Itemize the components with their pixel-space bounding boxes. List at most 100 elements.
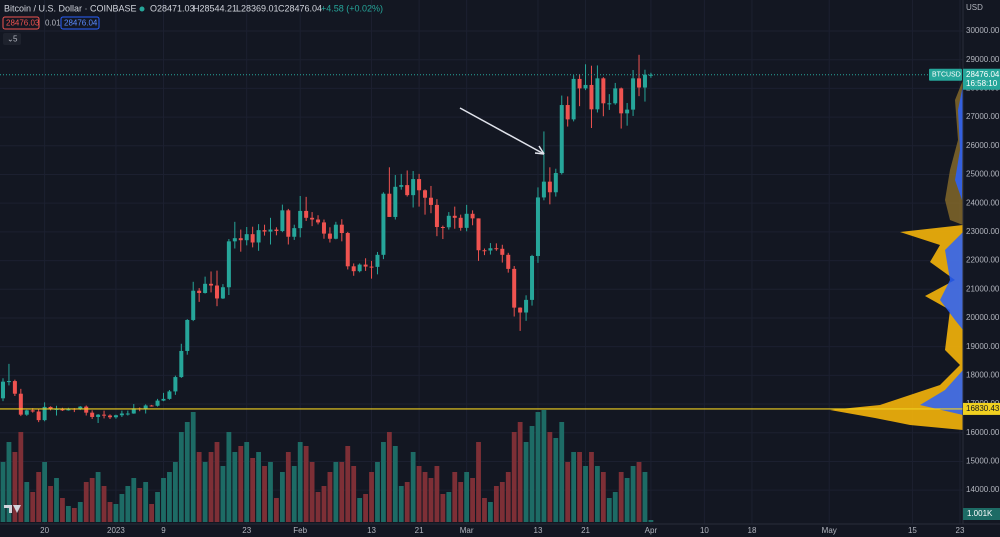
symbol-title: Bitcoin / U.S. Dollar · COINBASE <box>4 3 137 13</box>
y-tick-label: 22000.00 <box>966 256 1000 265</box>
candle-body <box>274 229 279 232</box>
y-tick-label: 26000.00 <box>966 141 1000 150</box>
candle-body <box>440 226 445 228</box>
candle-body <box>60 408 65 411</box>
volume-bar <box>107 502 113 522</box>
volume-bar <box>36 472 42 522</box>
candle-body <box>369 266 374 268</box>
candle-body <box>452 215 457 218</box>
volume-bar <box>363 494 368 522</box>
volume-bar <box>232 452 238 522</box>
candle-body <box>589 84 594 110</box>
candle-body <box>191 290 196 320</box>
candle-body <box>577 78 582 89</box>
candle-body <box>262 230 267 232</box>
x-tick-label: Mar <box>460 526 474 535</box>
y-tick-label: 14000.00 <box>966 485 1000 494</box>
logo[interactable] <box>4 505 21 513</box>
candle-body <box>357 264 362 272</box>
candle-body <box>405 185 410 196</box>
y-tick-label: 29000.00 <box>966 55 1000 64</box>
volume-bar <box>48 486 53 522</box>
candle-body <box>131 408 136 414</box>
overlay <box>0 74 963 410</box>
candle-body <box>42 406 47 421</box>
candle-body <box>464 213 469 228</box>
candle-body <box>155 400 160 406</box>
candle-body <box>393 186 398 217</box>
candle-body <box>143 405 148 409</box>
candle-body <box>482 250 487 252</box>
volume-bar <box>630 466 636 522</box>
low: L28369.01 <box>236 3 279 13</box>
market-status[interactable] <box>139 6 145 12</box>
candle-body <box>167 391 172 399</box>
volume-bar <box>446 492 452 522</box>
volume-bar <box>529 426 535 522</box>
indicator-toggle[interactable] <box>3 33 21 45</box>
volume-bar <box>297 442 303 522</box>
candle-body <box>24 410 29 415</box>
indicator-count: 5 <box>13 35 18 44</box>
candle-body <box>530 255 535 300</box>
volume-bar <box>244 442 250 522</box>
candle-layer <box>1 54 653 423</box>
candle-body <box>226 241 231 288</box>
candle-body <box>107 415 112 418</box>
candle-body <box>6 381 11 383</box>
candle-body <box>583 84 588 89</box>
y-tick-label: 16000.00 <box>966 428 1000 437</box>
buy-box[interactable] <box>60 16 100 30</box>
volume-bar <box>577 452 582 522</box>
candle-body <box>488 248 493 251</box>
sell-box[interactable] <box>2 16 40 30</box>
arrow-head <box>534 145 545 155</box>
volume-bar <box>24 482 30 522</box>
candle-body <box>345 233 350 267</box>
x-tick-label: 21 <box>581 526 590 535</box>
candle-body <box>36 411 41 421</box>
price-label: 28476.04 <box>966 70 1000 79</box>
volume-bar <box>618 472 624 522</box>
volume-bar <box>511 432 517 522</box>
volume-bar <box>482 498 487 522</box>
volume-bar <box>256 452 261 522</box>
volume-bar <box>624 478 630 522</box>
volume-bar <box>303 446 309 522</box>
volume-bar <box>238 446 244 522</box>
candle-body <box>209 283 214 286</box>
volume-bar <box>113 504 119 522</box>
volume-bar <box>161 478 166 522</box>
grid <box>0 0 963 524</box>
y-tick-label: 15000.00 <box>966 457 1000 466</box>
volume-bar <box>392 446 398 522</box>
volume-bar <box>345 446 351 522</box>
volume-bar <box>452 472 458 522</box>
candle-body <box>280 210 285 232</box>
volume-bar <box>202 462 208 522</box>
candle-body <box>417 179 422 191</box>
candle-body <box>547 181 552 193</box>
candle-body <box>648 74 653 76</box>
candle-body <box>238 238 243 241</box>
volume-bar <box>71 508 77 522</box>
candle-body <box>30 410 35 412</box>
volume-bar <box>428 478 434 522</box>
candle-body <box>149 405 154 407</box>
candle-body <box>553 173 558 193</box>
volume-bar <box>434 466 440 522</box>
candle-body <box>625 109 630 114</box>
x-tick-label: 2023 <box>107 526 125 535</box>
candle-body <box>268 229 273 232</box>
volume-profile <box>920 232 963 415</box>
y-tick-label: 23000.00 <box>966 227 1000 236</box>
candle-body <box>351 266 356 272</box>
volume-bar <box>517 422 523 522</box>
candle-body <box>411 179 416 196</box>
candle-body <box>642 74 647 88</box>
volume-bar <box>89 478 95 522</box>
volume-bar <box>398 486 404 522</box>
volume-bar <box>523 442 529 522</box>
candle-body <box>84 406 89 413</box>
volume-bar <box>95 472 101 522</box>
